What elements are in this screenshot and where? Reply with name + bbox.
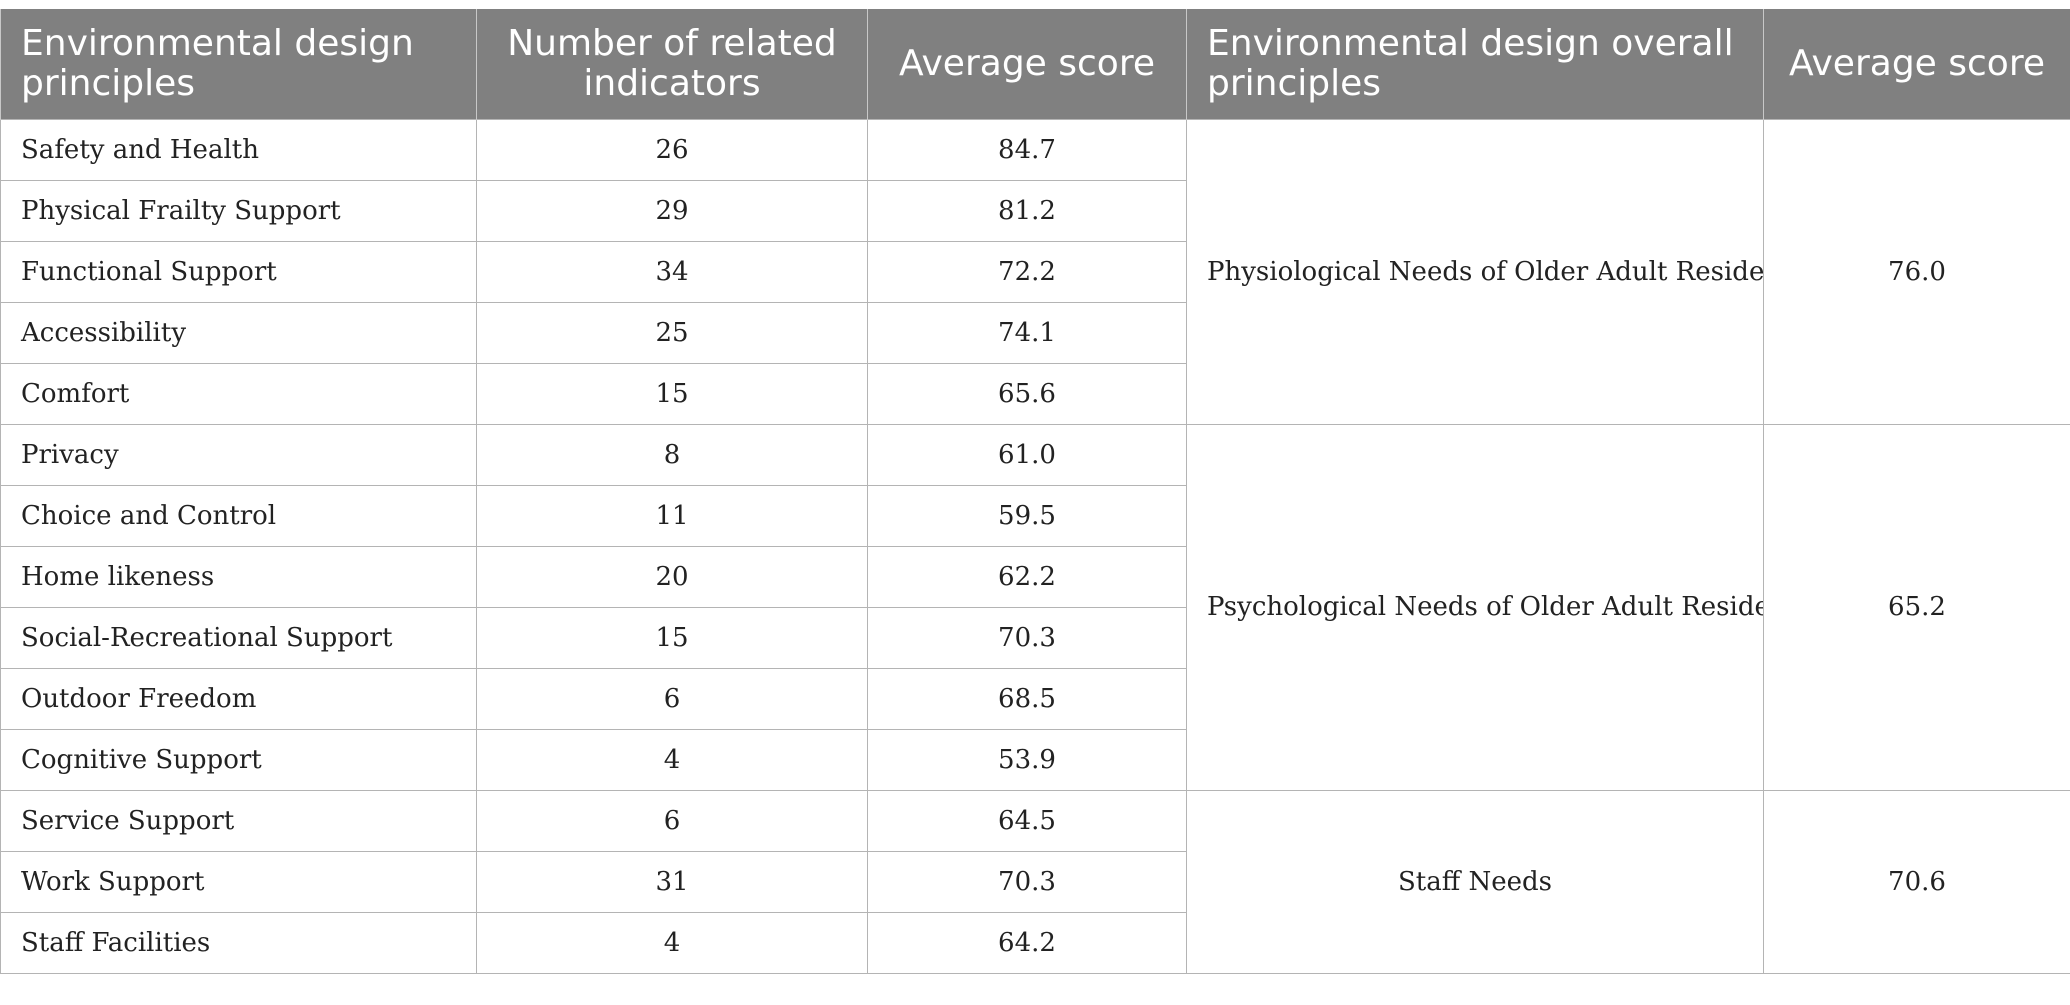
header-principle: Environmental design principles	[1, 9, 477, 119]
indicators-cell: 29	[477, 180, 868, 241]
principle-cell: Comfort	[1, 363, 477, 424]
indicators-cell: 6	[477, 668, 868, 729]
header-row: Environmental design principles Number o…	[1, 9, 2070, 119]
principle-cell: Choice and Control	[1, 485, 477, 546]
principle-cell: Social-Recreational Support	[1, 607, 477, 668]
score-cell: 53.9	[868, 729, 1187, 790]
indicators-cell: 15	[477, 363, 868, 424]
principle-cell: Outdoor Freedom	[1, 668, 477, 729]
score-cell: 61.0	[868, 424, 1187, 485]
score-cell: 84.7	[868, 119, 1187, 180]
indicators-cell: 26	[477, 119, 868, 180]
indicators-cell: 11	[477, 485, 868, 546]
score-cell: 59.5	[868, 485, 1187, 546]
principle-cell: Safety and Health	[1, 119, 477, 180]
score-cell: 62.2	[868, 546, 1187, 607]
principle-cell: Functional Support	[1, 241, 477, 302]
indicators-cell: 25	[477, 302, 868, 363]
overall-principle-cell: Physiological Needs of Older Adult Resid…	[1187, 119, 1764, 424]
principle-cell: Physical Frailty Support	[1, 180, 477, 241]
score-cell: 70.3	[868, 607, 1187, 668]
indicators-cell: 31	[477, 851, 868, 912]
principle-cell: Accessibility	[1, 302, 477, 363]
indicators-cell: 4	[477, 912, 868, 973]
principle-cell: Work Support	[1, 851, 477, 912]
principle-cell: Staff Facilities	[1, 912, 477, 973]
principle-cell: Service Support	[1, 790, 477, 851]
indicators-cell: 20	[477, 546, 868, 607]
overall-score-cell: 65.2	[1764, 424, 2070, 790]
score-cell: 65.6	[868, 363, 1187, 424]
header-overall-principle: Environmental design overall principles	[1187, 9, 1764, 119]
principle-cell: Privacy	[1, 424, 477, 485]
score-cell: 68.5	[868, 668, 1187, 729]
header-average-score: Average score	[868, 9, 1187, 119]
table-header: Environmental design principles Number o…	[1, 9, 2070, 119]
overall-score-cell: 76.0	[1764, 119, 2070, 424]
overall-principle-cell: Staff Needs	[1187, 790, 1764, 973]
indicators-cell: 6	[477, 790, 868, 851]
score-cell: 70.3	[868, 851, 1187, 912]
header-indicators: Number of related indicators	[477, 9, 868, 119]
overall-score-cell: 70.6	[1764, 790, 2070, 973]
overall-principle-cell: Psychological Needs of Older Adult Resid…	[1187, 424, 1764, 790]
principle-cell: Cognitive Support	[1, 729, 477, 790]
indicators-cell: 4	[477, 729, 868, 790]
header-overall-average-score: Average score	[1764, 9, 2070, 119]
indicators-cell: 34	[477, 241, 868, 302]
score-cell: 72.2	[868, 241, 1187, 302]
score-cell: 64.2	[868, 912, 1187, 973]
principle-cell: Home likeness	[1, 546, 477, 607]
score-cell: 81.2	[868, 180, 1187, 241]
indicators-cell: 15	[477, 607, 868, 668]
score-cell: 64.5	[868, 790, 1187, 851]
indicators-cell: 8	[477, 424, 868, 485]
design-principles-table: Environmental design principles Number o…	[0, 9, 2070, 974]
score-cell: 74.1	[868, 302, 1187, 363]
